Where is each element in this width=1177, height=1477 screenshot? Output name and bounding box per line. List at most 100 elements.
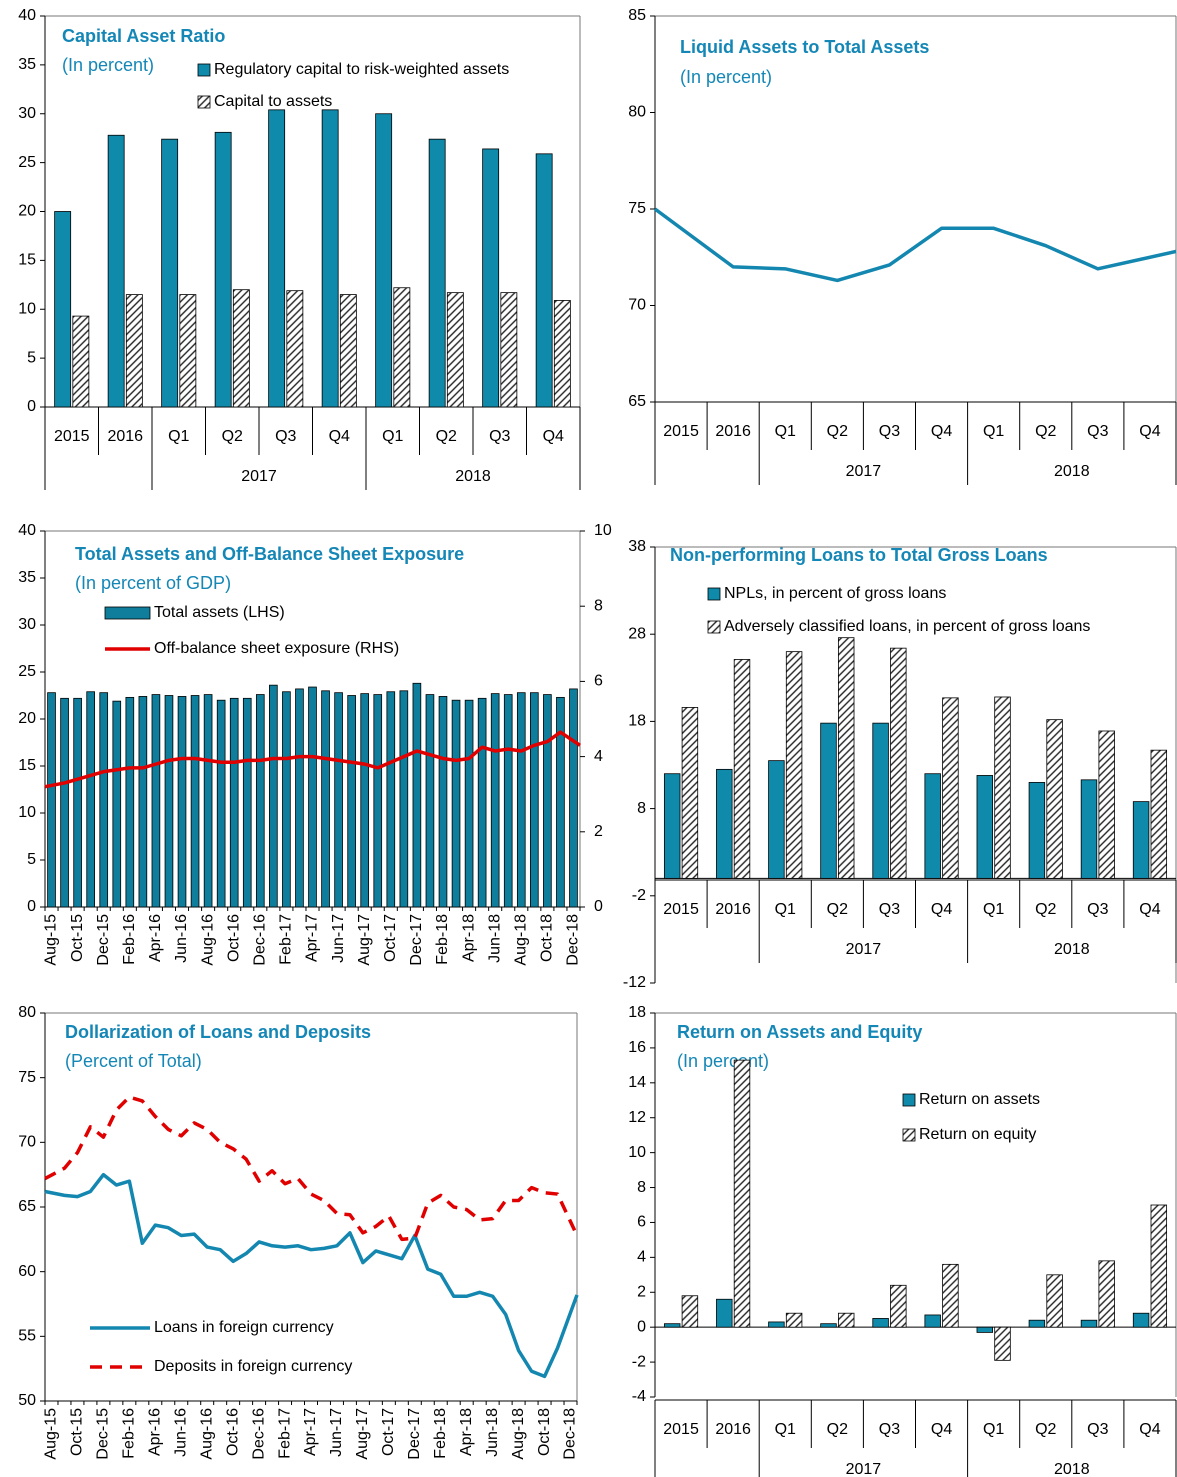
y-tick-label: 10 bbox=[18, 300, 36, 317]
y-tick-label: 15 bbox=[18, 757, 36, 774]
bar bbox=[464, 699, 474, 908]
chart-subtitle: (In percent) bbox=[677, 1051, 769, 1071]
chart-subtitle: (In percent) bbox=[680, 67, 772, 87]
y-tick-label: 80 bbox=[628, 104, 646, 121]
x-tick-label: Apr-18 bbox=[460, 914, 477, 962]
legend-swatch bbox=[104, 606, 151, 620]
x-tick-label: Aug-17 bbox=[354, 1408, 371, 1460]
bar bbox=[214, 131, 232, 408]
legend-swatch bbox=[197, 63, 211, 77]
y-tick-label: 16 bbox=[628, 1039, 646, 1056]
bar bbox=[386, 691, 396, 908]
bar bbox=[269, 684, 278, 908]
bar bbox=[321, 690, 330, 908]
bar bbox=[477, 697, 487, 908]
x-tick-label: Q2 bbox=[827, 901, 848, 918]
y-tick-label: 5 bbox=[27, 349, 36, 366]
line-series bbox=[44, 1095, 579, 1242]
x-tick-label: 2016 bbox=[715, 1421, 751, 1438]
x-tick-label: Q3 bbox=[1087, 423, 1108, 440]
category-group-label: 2018 bbox=[455, 468, 491, 485]
y-tick-label: 65 bbox=[628, 393, 646, 410]
y-tick-label: 8 bbox=[637, 800, 646, 817]
x-tick-label: Q3 bbox=[275, 428, 296, 445]
y-tick-label: 70 bbox=[628, 297, 646, 314]
bar bbox=[451, 699, 461, 908]
y-tick-label: 15 bbox=[18, 252, 36, 269]
bar bbox=[569, 688, 578, 908]
y2-tick-label: 6 bbox=[594, 673, 603, 690]
x-tick-label: Apr-18 bbox=[458, 1408, 475, 1456]
bar bbox=[716, 1298, 733, 1328]
legend-label: Adversely classified loans, in percent o… bbox=[724, 618, 1090, 635]
x-tick-label: Feb-17 bbox=[276, 1408, 293, 1459]
y-tick-label: 12 bbox=[628, 1109, 646, 1126]
x-tick-label: Q4 bbox=[931, 1421, 952, 1438]
legend-swatch bbox=[197, 95, 211, 109]
bar bbox=[716, 768, 733, 879]
bar bbox=[321, 109, 339, 408]
bar bbox=[1028, 1319, 1046, 1328]
y-tick-label: 70 bbox=[18, 1134, 36, 1151]
x-tick-label: Apr-16 bbox=[147, 914, 164, 962]
bar bbox=[164, 695, 174, 908]
y-tick-label: 18 bbox=[628, 1004, 646, 1021]
x-tick-label: Q1 bbox=[775, 1421, 796, 1438]
legend-label: NPLs, in percent of gross loans bbox=[724, 585, 946, 602]
x-tick-label: Q4 bbox=[329, 428, 350, 445]
x-tick-label: 2015 bbox=[663, 1421, 699, 1438]
x-tick-label: Q4 bbox=[1139, 901, 1160, 918]
y-tick-label: 55 bbox=[18, 1328, 36, 1345]
bar bbox=[942, 1263, 959, 1328]
y-tick-label: 6 bbox=[637, 1214, 646, 1231]
x-tick-label: Jun-16 bbox=[173, 914, 190, 963]
bar bbox=[286, 290, 304, 408]
category-group-label: 2018 bbox=[1054, 941, 1090, 958]
x-tick-label: Dec-16 bbox=[250, 1408, 267, 1460]
y-tick-label: 38 bbox=[628, 538, 646, 555]
x-tick-label: Q2 bbox=[436, 428, 457, 445]
x-tick-label: Q2 bbox=[1035, 901, 1056, 918]
bar bbox=[47, 692, 56, 908]
bar bbox=[446, 292, 464, 408]
x-tick-label: Aug-15 bbox=[43, 914, 60, 966]
y-tick-label: 65 bbox=[18, 1198, 36, 1215]
bar bbox=[785, 1312, 803, 1328]
y-tick-label: 14 bbox=[628, 1074, 646, 1091]
y-tick-label: 75 bbox=[628, 200, 646, 217]
x-tick-label: Q3 bbox=[879, 423, 900, 440]
x-tick-label: 2016 bbox=[715, 901, 751, 918]
category-group-label: 2018 bbox=[1054, 1461, 1090, 1477]
bar bbox=[399, 690, 409, 908]
x-tick-label: Dec-18 bbox=[565, 914, 582, 966]
bar bbox=[681, 1295, 699, 1328]
bar bbox=[890, 647, 907, 879]
y-tick-label: 0 bbox=[27, 898, 36, 915]
bar bbox=[428, 138, 446, 408]
bar bbox=[820, 722, 837, 879]
bar bbox=[942, 697, 959, 879]
bar bbox=[1028, 782, 1046, 879]
x-tick-label: Aug-18 bbox=[510, 1408, 527, 1460]
x-tick-label: Oct-16 bbox=[224, 1408, 241, 1456]
bar bbox=[785, 651, 803, 879]
y-tick-label: 2 bbox=[637, 1283, 646, 1300]
x-tick-label: Aug-15 bbox=[43, 1408, 60, 1460]
legend-label: Deposits in foreign currency bbox=[154, 1358, 352, 1375]
x-tick-label: Q1 bbox=[983, 901, 1004, 918]
y-tick-label: 4 bbox=[637, 1249, 646, 1266]
chart-title: Dollarization of Loans and Deposits bbox=[65, 1022, 371, 1042]
y-tick-label: 60 bbox=[18, 1263, 36, 1280]
y-tick-label: 35 bbox=[18, 569, 36, 586]
bar bbox=[308, 686, 317, 908]
x-tick-label: Apr-17 bbox=[302, 1408, 319, 1456]
x-tick-label: Aug-16 bbox=[198, 1408, 215, 1460]
x-tick-label: 2015 bbox=[663, 901, 699, 918]
x-tick-label: Q4 bbox=[931, 901, 952, 918]
y-tick-label: 25 bbox=[18, 154, 36, 171]
y-tick-label: 35 bbox=[18, 56, 36, 73]
x-tick-label: Q3 bbox=[489, 428, 510, 445]
y2-tick-label: 2 bbox=[594, 823, 603, 840]
category-group-label: 2017 bbox=[241, 468, 277, 485]
